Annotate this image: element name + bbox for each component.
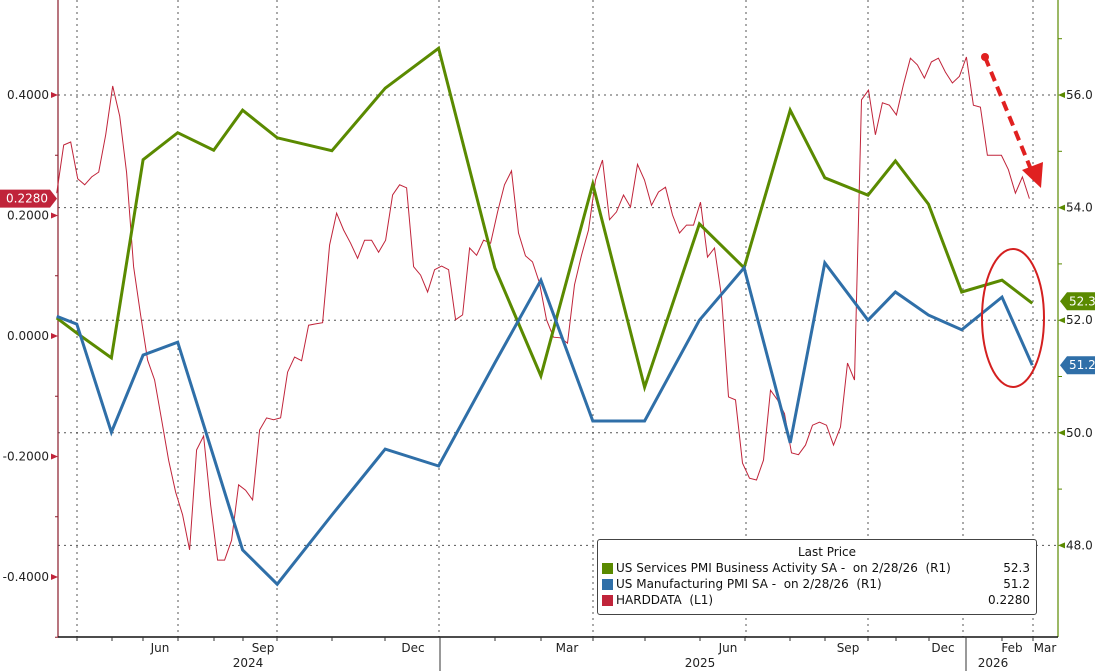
x-month-label: Mar [556, 641, 579, 655]
annotations [981, 53, 1045, 388]
highlight-ellipse [981, 248, 1045, 388]
right-tick-mark [1058, 204, 1065, 211]
left-tick-mark [51, 212, 58, 219]
x-month-label: Feb [1001, 641, 1022, 655]
right-last-value-badge [1060, 356, 1095, 375]
legend-value: 51.2 [1003, 577, 1030, 591]
right-tick-label: 56.0 [1066, 88, 1093, 102]
x-year-label: 2026 [978, 656, 1009, 670]
right-tick-label: 52.0 [1066, 313, 1093, 327]
x-month-label: Mar [1034, 641, 1057, 655]
left-tick-label: 0.4000 [7, 88, 49, 102]
right-tick-label: 48.0 [1066, 538, 1093, 552]
x-month-label: Dec [931, 641, 954, 655]
x-month-label: Sep [252, 641, 275, 655]
x-year-label: 2025 [685, 656, 716, 670]
services-pmi-line [55, 45, 1034, 393]
right-tick-mark [1058, 542, 1065, 549]
right-tick-mark [1058, 429, 1065, 436]
legend-entry-harddata: HARDDATA (L1) 0.2280 [598, 592, 1036, 608]
right-tick-mark [1058, 92, 1065, 98]
arrow-head-icon [1022, 162, 1043, 188]
legend: Last Price US Services PMI Business Acti… [597, 539, 1037, 615]
legend-swatch-manufacturing [602, 578, 613, 590]
x-month-label: Jun [150, 641, 170, 655]
x-year-label: 2024 [233, 656, 264, 670]
right-last-value: 52.3 [1069, 294, 1095, 308]
right-tick-mark [1058, 317, 1065, 324]
right-tick-label: 54.0 [1066, 201, 1093, 215]
left-tick-label: 0.0000 [7, 329, 49, 343]
left-tick-mark [51, 92, 58, 98]
x-month-label: Dec [401, 641, 424, 655]
series [55, 45, 1034, 587]
manufacturing-pmi-line [56, 259, 1034, 587]
legend-value: 0.2280 [988, 593, 1030, 607]
left-tick-mark [51, 453, 58, 460]
left-tick-label: 0.2000 [7, 209, 49, 223]
legend-value: 52.3 [1003, 561, 1030, 575]
right-last-value: 51.2 [1069, 358, 1095, 372]
axis-labels: 0.4000 0.2000 0.0000 -0.2000 -0.4000 56.0 54.0… [0, 88, 1095, 670]
left-tick-label: -0.4000 [3, 570, 49, 584]
dashed-arrow [983, 56, 1034, 173]
harddata-last-value: 0.2280 [6, 192, 48, 206]
left-tick-mark [51, 333, 58, 339]
legend-label: US Services PMI Business Activity SA - o… [616, 561, 951, 575]
x-month-label: Jun [718, 641, 738, 655]
x-month-label: Sep [837, 641, 860, 655]
right-last-value-badge [1060, 292, 1095, 311]
legend-label: US Manufacturing PMI SA - on 2/28/26 (R1… [616, 577, 882, 591]
legend-header: Last Price [797, 545, 857, 559]
harddata-last-value-badge [0, 189, 57, 208]
legend-swatch-services [602, 562, 613, 574]
right-tick-label: 50.0 [1066, 426, 1093, 440]
left-tick-label: -0.2000 [3, 450, 49, 464]
left-tick-mark [51, 574, 58, 580]
legend-entry-manufacturing: US Manufacturing PMI SA - on 2/28/26 (R1… [598, 576, 1036, 592]
legend-swatch-harddata [602, 594, 613, 606]
harddata-line [56, 56, 1030, 561]
legend-entry-services: US Services PMI Business Activity SA - o… [598, 560, 1036, 576]
legend-label: HARDDATA (L1) [616, 593, 714, 607]
